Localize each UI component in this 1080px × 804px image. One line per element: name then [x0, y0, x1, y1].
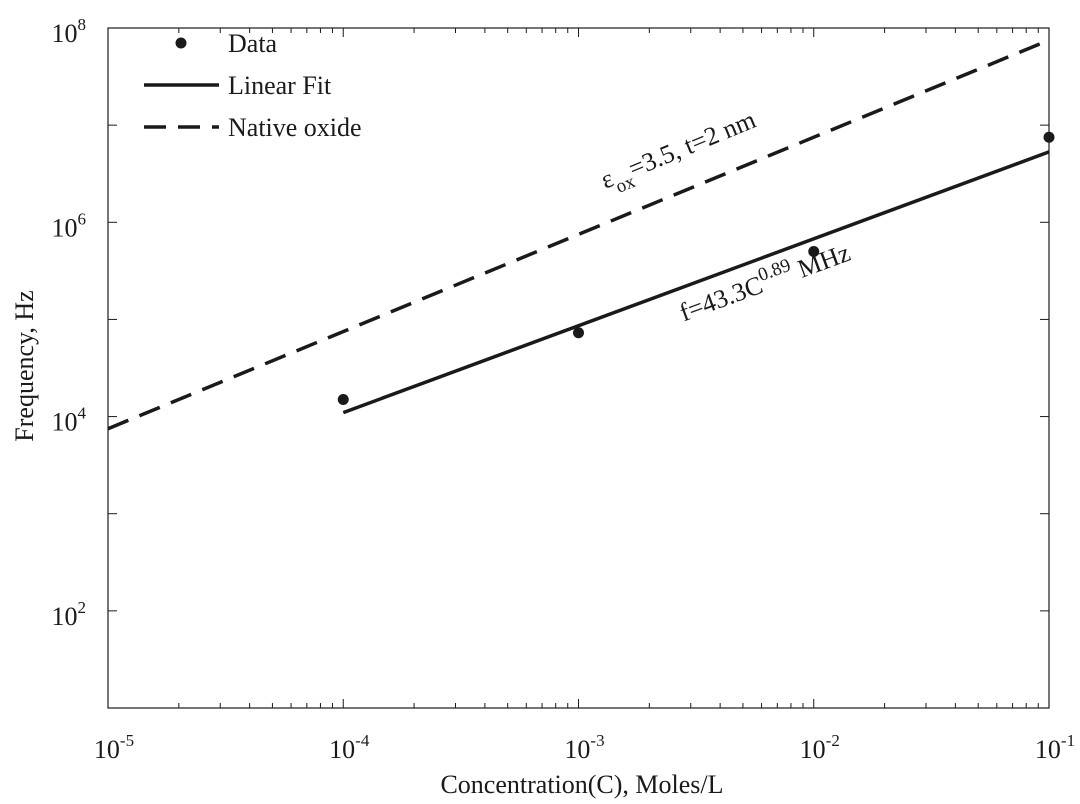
y-tick-label: 104	[52, 404, 87, 437]
y-tick-label: 102	[52, 598, 87, 631]
y-tick-label: 106	[52, 209, 87, 242]
ticks-layer: 10-5 10-4 10-3 10-2 10-1 102 104 106 108	[52, 15, 1076, 764]
legend-label: Data	[228, 29, 278, 58]
legend-marker-data	[175, 37, 187, 49]
x-tick-label: 10-2	[800, 731, 840, 764]
y-axis-title: Frequency, Hz	[10, 290, 39, 441]
legend-label: Native oxide	[228, 113, 362, 142]
y-tick-label: 108	[52, 15, 87, 48]
legend: Data Linear Fit Native oxide	[144, 29, 362, 142]
data-point	[808, 246, 820, 258]
x-tick-label: 10-4	[329, 731, 370, 764]
linear-fit-line	[342, 150, 1050, 415]
native-oxide-annotation: εox=3.5, t=2 nm	[597, 105, 763, 202]
legend-label: Linear Fit	[228, 71, 332, 100]
x-tick-label: 10-3	[564, 731, 604, 764]
x-tick-label: 10-1	[1035, 731, 1075, 764]
data-point	[1043, 131, 1055, 143]
data-point	[337, 393, 349, 405]
series-layer	[107, 38, 1055, 431]
data-point	[573, 327, 584, 339]
x-axis-title: Concentration(C), Moles/L	[440, 770, 723, 799]
x-tick-label: 10-5	[94, 731, 134, 764]
